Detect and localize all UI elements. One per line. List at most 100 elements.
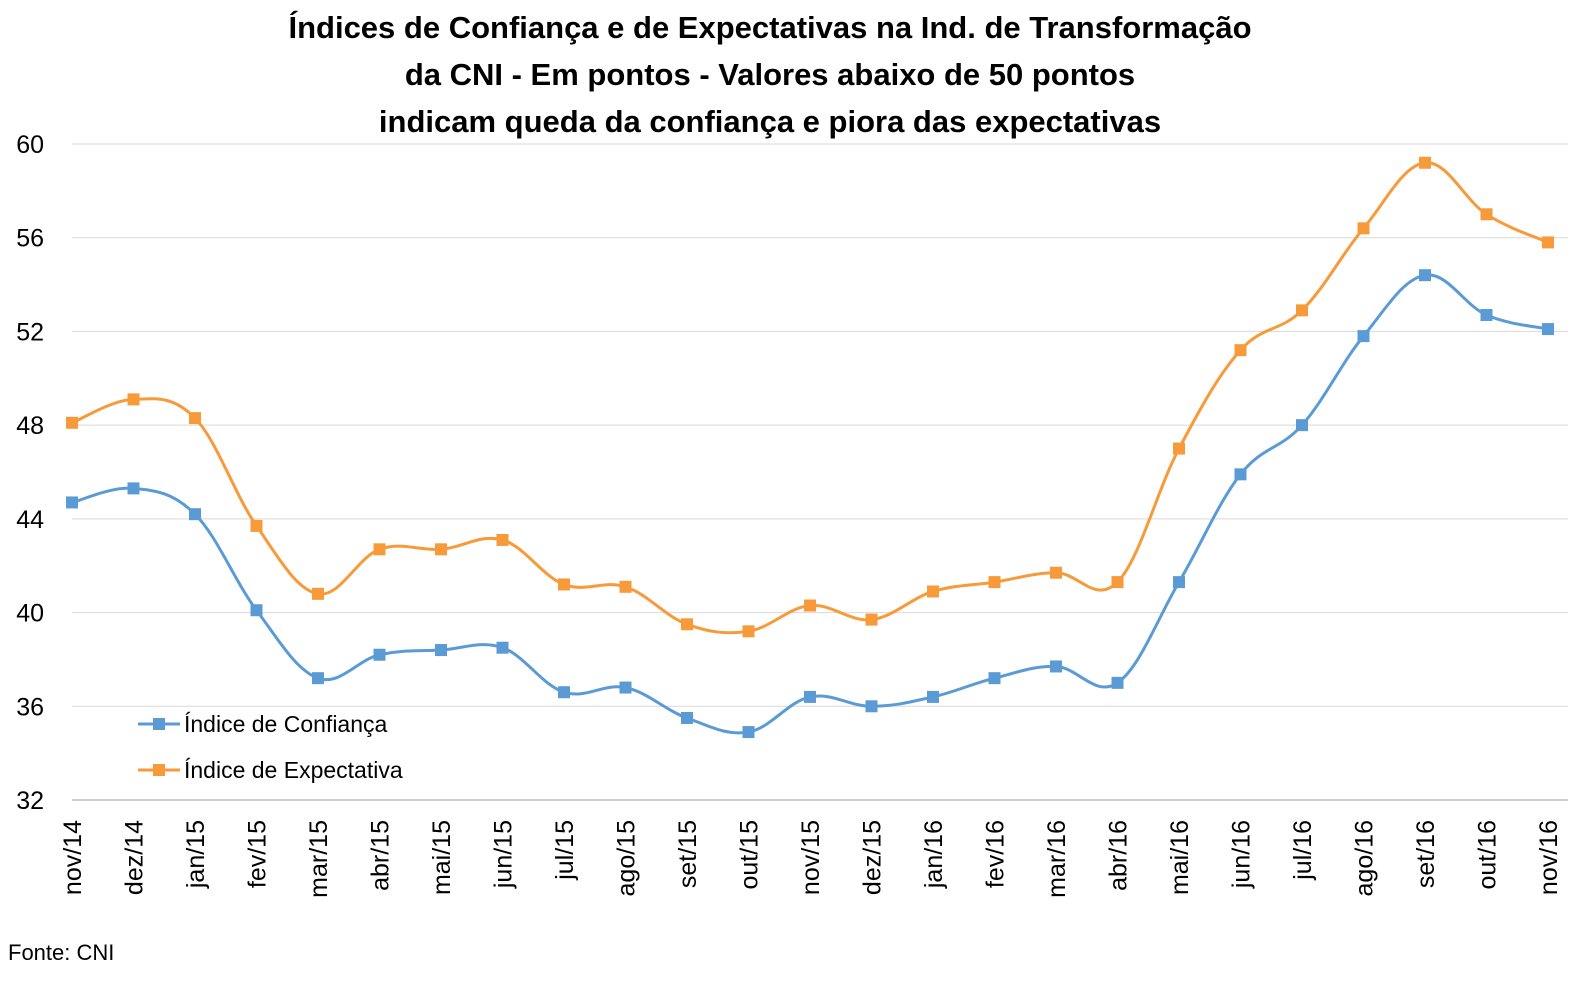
legend-swatch-marker (153, 718, 165, 730)
x-tick-label: fev/15 (244, 820, 272, 888)
series-1 (66, 269, 1554, 739)
data-point (1234, 468, 1247, 481)
x-tick-label: nov/16 (1535, 820, 1563, 895)
y-tick-label: 36 (16, 693, 44, 721)
y-tick-label: 60 (16, 131, 44, 159)
x-tick-label: nov/15 (797, 820, 825, 895)
data-point (373, 543, 386, 556)
chart-title-line-1: Índices de Confiança e de Expectativas n… (288, 10, 1252, 45)
x-tick-label: mai/16 (1166, 820, 1194, 895)
data-point (1542, 323, 1554, 336)
x-tick-label: out/16 (1474, 820, 1502, 890)
series-2 (66, 156, 1554, 638)
data-point (927, 690, 939, 703)
data-point (496, 641, 509, 654)
x-tick-label: jun/15 (490, 820, 518, 889)
x-tick-label: dez/15 (859, 820, 887, 895)
data-point (619, 580, 632, 593)
data-point (66, 496, 78, 509)
data-point (558, 686, 570, 699)
data-point (681, 712, 693, 724)
y-tick-label: 48 (16, 412, 44, 440)
y-tick-label: 32 (16, 787, 44, 815)
data-point (1480, 208, 1493, 221)
data-point (619, 681, 632, 694)
data-point (865, 613, 878, 626)
data-point (1357, 330, 1370, 343)
data-point (189, 508, 201, 521)
x-tick-label: out/15 (736, 820, 764, 890)
series-line (71, 161, 1549, 635)
y-axis: 32 36 40 44 48 52 56 60 (16, 131, 44, 815)
data-point (250, 604, 263, 617)
data-point (865, 700, 878, 713)
data-point (1234, 344, 1247, 357)
y-tick-label: 56 (16, 225, 44, 253)
data-point (1357, 222, 1370, 235)
data-point (127, 393, 140, 406)
x-tick-label: jun/16 (1228, 820, 1256, 889)
legend-swatch-marker (153, 764, 165, 776)
data-point (988, 672, 1001, 685)
data-point (373, 648, 386, 661)
data-point (312, 672, 324, 685)
data-point (189, 412, 201, 425)
data-point (1111, 676, 1124, 689)
legend-label: Índice de Expectativa (184, 757, 403, 783)
x-tick-label: mai/15 (428, 820, 456, 895)
x-tick-label: mar/16 (1043, 820, 1071, 898)
data-point (127, 482, 140, 495)
data-point (312, 587, 324, 600)
x-tick-label: jul/15 (551, 820, 579, 881)
chart-title: Índices de Confiança e de Expectativas n… (0, 4, 1540, 145)
legend-label: Índice de Confiança (184, 711, 388, 737)
data-point (1419, 156, 1431, 169)
data-point (1296, 419, 1308, 432)
gridlines (72, 143, 1568, 801)
x-tick-label: jul/16 (1289, 820, 1317, 881)
data-point (435, 644, 447, 657)
data-point (1480, 309, 1493, 322)
data-point (804, 599, 816, 612)
data-point (250, 519, 263, 532)
legend: Índice de Confiança Índice de Expectativa (138, 711, 403, 783)
data-point (1173, 442, 1185, 455)
x-tick-label: jan/16 (920, 820, 948, 889)
x-tick-label: ago/15 (613, 820, 641, 896)
data-point (742, 726, 755, 739)
chart-title-line-2: da CNI - Em pontos - Valores abaixo de 5… (404, 57, 1136, 92)
x-axis: nov/14 dez/14 jan/15 fev/15 mar/15 abr/15 mai/… (59, 820, 1563, 898)
x-tick-label: fev/16 (982, 820, 1010, 888)
data-point (1296, 304, 1308, 317)
data-point (1050, 660, 1062, 673)
data-point (1050, 566, 1062, 579)
y-tick-label: 44 (16, 506, 44, 534)
data-point (927, 585, 939, 598)
y-tick-label: 40 (16, 600, 44, 628)
x-tick-label: abr/15 (367, 820, 395, 891)
x-tick-label: mar/15 (305, 820, 333, 898)
x-tick-label: ago/16 (1351, 820, 1379, 896)
data-point (742, 625, 755, 638)
source-note: Fonte: CNI (8, 940, 115, 965)
data-point (681, 618, 693, 631)
data-point (1111, 576, 1124, 589)
data-point (66, 416, 78, 429)
x-tick-label: nov/14 (59, 820, 87, 895)
data-point (988, 576, 1001, 589)
data-point (435, 543, 447, 556)
x-tick-label: abr/16 (1105, 820, 1133, 891)
data-point (496, 533, 509, 546)
x-tick-label: set/15 (674, 820, 702, 888)
data-point (1542, 236, 1554, 249)
x-tick-label: dez/14 (121, 820, 149, 895)
y-tick-label: 52 (16, 318, 44, 346)
data-point (804, 690, 816, 703)
chart-title-line-3: indicam queda da confiança e piora das e… (378, 104, 1162, 139)
data-point (1419, 269, 1431, 282)
series-line (71, 273, 1549, 735)
data-point (558, 578, 570, 591)
x-tick-label: jan/15 (182, 820, 210, 889)
data-point (1173, 576, 1185, 589)
